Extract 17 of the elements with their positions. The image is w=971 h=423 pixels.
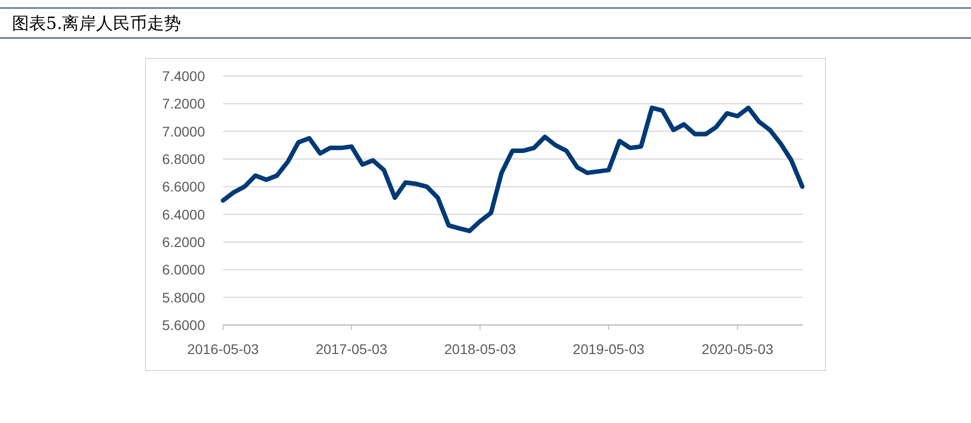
y-tick-label: 6.4000	[162, 206, 206, 222]
y-tick-label: 5.6000	[162, 317, 206, 333]
x-tick-label: 2018-05-03	[444, 341, 516, 357]
y-tick-label: 6.6000	[162, 178, 206, 195]
y-tick-label: 6.8000	[162, 151, 206, 167]
y-tick-label: 6.2000	[162, 234, 206, 250]
x-tick-label: 2017-05-03	[316, 341, 388, 357]
y-tick-label: 7.2000	[162, 96, 206, 112]
y-tick-label: 7.4000	[162, 68, 206, 84]
y-tick-label: 7.0000	[162, 123, 206, 140]
y-tick-label: 6.0000	[162, 262, 206, 278]
line-series	[220, 106, 805, 234]
x-tick-label: 2020-05-03	[702, 341, 774, 357]
chart-title: 图表5.离岸人民币走势	[12, 14, 182, 34]
x-tick-label: 2016-05-03	[187, 341, 260, 357]
x-tick-label: 2019-05-03	[572, 341, 645, 357]
y-tick-label: 5.8000	[162, 289, 206, 306]
